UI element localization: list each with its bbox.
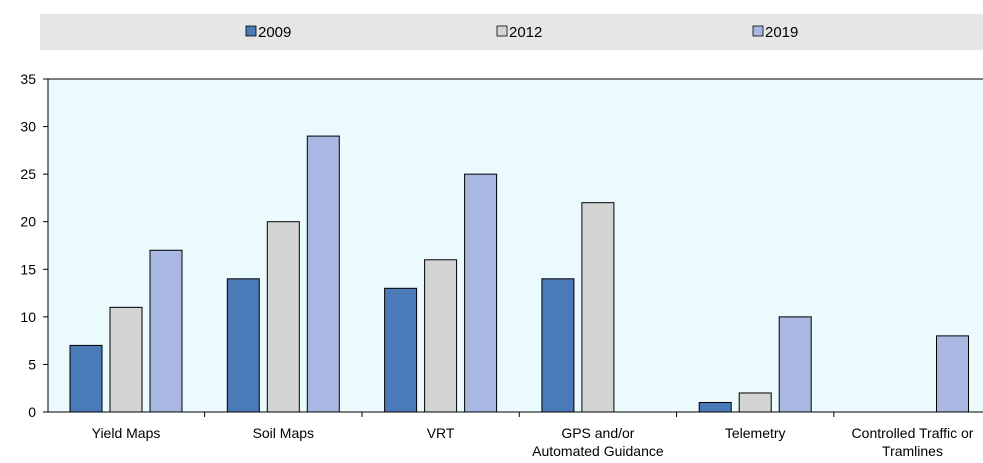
- x-tick-label-line: Controlled Traffic or: [852, 425, 974, 441]
- y-tick-label-35: 35: [20, 71, 36, 87]
- bar-2012-1: [266, 221, 300, 413]
- y-tick-label-0: 0: [28, 404, 36, 420]
- legend-swatch-2012: [496, 25, 508, 37]
- y-tick-label-10: 10: [20, 309, 36, 325]
- x-tick-label-line: Yield Maps: [92, 425, 161, 441]
- bar-2009-4: [698, 401, 732, 413]
- legend: 2009 2012 2019: [245, 24, 798, 41]
- bar-2012-2: [424, 259, 458, 413]
- y-tick-label-20: 20: [20, 214, 36, 230]
- x-tick-label-2: VRT: [427, 425, 455, 441]
- x-tick-label-0: Yield Maps: [92, 425, 161, 441]
- bar-2009-2: [384, 287, 418, 413]
- bar-2009-1: [226, 278, 260, 413]
- bar-2009-0: [69, 344, 103, 413]
- x-tick-label-line: VRT: [427, 425, 455, 441]
- y-tick-label-25: 25: [20, 166, 36, 182]
- bars-group: [69, 135, 969, 413]
- bar-2019-0: [149, 249, 183, 413]
- bar-2012-0: [109, 306, 143, 413]
- bar-2019-2: [464, 173, 498, 413]
- bar-2019-5: [936, 335, 969, 413]
- x-tick-label-4: Telemetry: [725, 425, 786, 441]
- legend-label-2012: 2012: [509, 24, 542, 41]
- x-tick-label-line: Telemetry: [725, 425, 786, 441]
- legend-label-2009: 2009: [258, 24, 291, 41]
- x-tick-label-line: Tramlines: [882, 443, 943, 459]
- axes: 0 5 10 15 20 25 30 35 Yield Maps Soil Maps VRT GPS …: [20, 71, 983, 459]
- plot-area: [48, 79, 983, 412]
- bar-2009-3: [541, 278, 575, 413]
- legend-swatch-2009: [245, 25, 257, 37]
- x-tick-label-line: Automated Guidance: [532, 443, 664, 459]
- x-tick-label-1: Soil Maps: [253, 425, 314, 441]
- bar-2012-4: [738, 392, 772, 413]
- x-tick-label-3: GPS and/or Automated Guidance: [532, 425, 664, 459]
- x-tick-label-line: GPS and/or: [561, 425, 634, 441]
- legend-swatch-2019: [752, 25, 764, 37]
- y-tick-label-5: 5: [28, 356, 36, 372]
- legend-label-2019: 2019: [765, 24, 798, 41]
- bar-2019-1: [306, 135, 340, 413]
- legend-background: [40, 14, 983, 50]
- bar-2019-4: [778, 316, 812, 413]
- x-tick-label-line: Soil Maps: [253, 425, 314, 441]
- y-tick-label-15: 15: [20, 261, 36, 277]
- y-tick-label-30: 30: [20, 119, 36, 135]
- bar-2012-3: [581, 202, 615, 413]
- x-tick-label-5: Controlled Traffic or Tramlines: [852, 425, 974, 459]
